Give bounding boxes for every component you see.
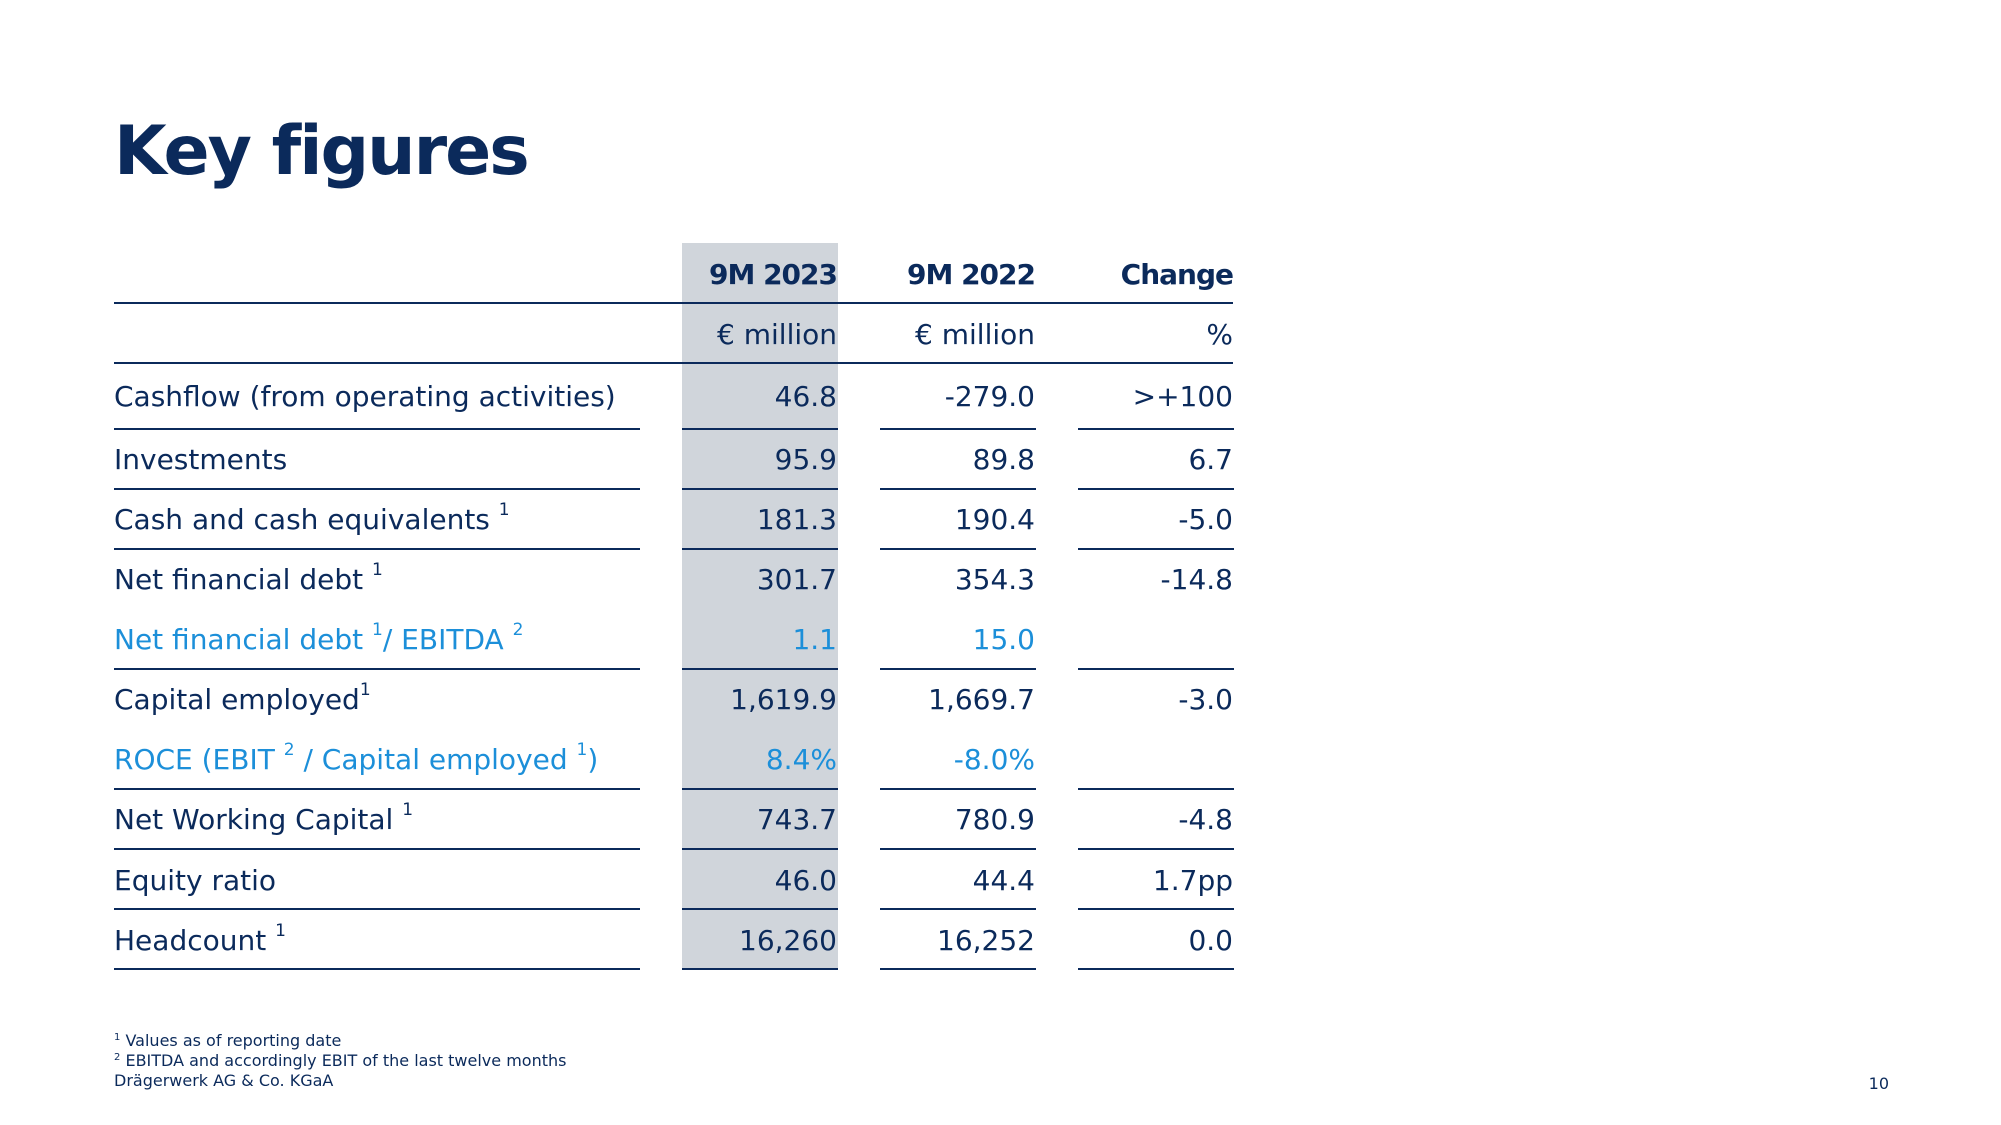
equity-ratio-9m2023: 46.0 <box>774 864 837 897</box>
row-divider <box>880 908 1036 910</box>
roce-9m2022: -8.0% <box>953 743 1035 776</box>
row-label-cash-equivalents: Cash and cash equivalents 1 <box>114 500 510 537</box>
row-label-equity-ratio: Equity ratio <box>114 864 276 897</box>
row-divider <box>114 488 640 490</box>
row-divider <box>880 668 1036 670</box>
net-financial-debt-change: -14.8 <box>1160 563 1233 596</box>
net-working-capital-change: -4.8 <box>1178 803 1233 836</box>
row-divider <box>880 548 1036 550</box>
row-divider <box>1078 668 1234 670</box>
row-divider <box>114 848 640 850</box>
row-divider <box>1078 428 1234 430</box>
col-header-9m2023: 9M 2023 <box>708 258 838 291</box>
row-divider <box>114 548 640 550</box>
header-divider <box>114 302 1233 304</box>
net-working-capital-9m2023: 743.7 <box>756 803 837 836</box>
headcount-9m2022: 16,252 <box>937 924 1035 957</box>
row-divider <box>880 428 1036 430</box>
page-title: Key figures <box>114 112 530 191</box>
roce-9m2023: 8.4% <box>765 743 837 776</box>
units-divider <box>114 362 1233 364</box>
row-divider <box>114 428 640 430</box>
cash-equivalents-change: -5.0 <box>1178 503 1233 536</box>
headcount-9m2023: 16,260 <box>739 924 837 957</box>
row-divider <box>1078 968 1234 970</box>
row-divider <box>682 488 838 490</box>
row-divider <box>114 908 640 910</box>
row-divider <box>1078 488 1234 490</box>
equity-ratio-change: 1.7pp <box>1152 864 1233 897</box>
row-divider <box>880 968 1036 970</box>
investments-change: 6.7 <box>1188 443 1233 476</box>
unit-9m2023: € million <box>717 318 837 351</box>
page-number: 10 <box>1868 1074 1889 1093</box>
headcount-change: 0.0 <box>1188 924 1233 957</box>
row-label-net-financial-debt: Net financial debt 1 <box>114 560 383 597</box>
row-divider <box>682 908 838 910</box>
row-divider <box>114 668 640 670</box>
debt-ebitda-9m2022: 15.0 <box>972 623 1035 656</box>
investments-9m2023: 95.9 <box>774 443 837 476</box>
cash-equivalents-9m2022: 190.4 <box>954 503 1035 536</box>
cash-equivalents-9m2023: 181.3 <box>756 503 837 536</box>
row-divider <box>682 968 838 970</box>
col-header-9m2022: 9M 2022 <box>906 258 1036 291</box>
row-label-headcount: Headcount 1 <box>114 921 286 958</box>
equity-ratio-9m2022: 44.4 <box>972 864 1035 897</box>
investments-9m2022: 89.8 <box>972 443 1035 476</box>
row-divider <box>1078 788 1234 790</box>
row-divider <box>880 848 1036 850</box>
row-divider <box>682 788 838 790</box>
capital-employed-9m2023: 1,619.9 <box>730 683 837 716</box>
company-name: Drägerwerk AG & Co. KGaA <box>114 1071 334 1090</box>
row-label-capital-employed: Capital employed1 <box>114 680 371 717</box>
col-header-change: Change <box>1120 258 1234 291</box>
row-label-roce: ROCE (EBIT 2 / Capital employed 1) <box>114 740 599 777</box>
row-divider <box>1078 908 1234 910</box>
row-divider <box>1078 548 1234 550</box>
net-financial-debt-9m2022: 354.3 <box>954 563 1035 596</box>
footnote-2: 2 EBITDA and accordingly EBIT of the las… <box>114 1051 567 1070</box>
debt-ebitda-9m2023: 1.1 <box>792 623 837 656</box>
row-divider <box>880 788 1036 790</box>
row-divider <box>1078 848 1234 850</box>
row-label-investments: Investments <box>114 443 288 476</box>
net-working-capital-9m2022: 780.9 <box>954 803 1035 836</box>
row-divider <box>114 968 640 970</box>
capital-employed-9m2022: 1,669.7 <box>928 683 1035 716</box>
row-divider <box>114 788 640 790</box>
row-divider <box>682 428 838 430</box>
unit-change: % <box>1206 318 1233 351</box>
row-divider <box>682 668 838 670</box>
capital-employed-change: -3.0 <box>1178 683 1233 716</box>
row-label-debt-ebitda: Net financial debt 1/ EBITDA 2 <box>114 620 524 657</box>
cashflow-9m2022: -279.0 <box>944 380 1035 413</box>
row-divider <box>880 488 1036 490</box>
cashflow-change: >+100 <box>1132 380 1233 413</box>
unit-9m2022: € million <box>915 318 1035 351</box>
row-label-cashflow: Cashflow (from operating activities) <box>114 380 616 413</box>
cashflow-9m2023: 46.8 <box>774 380 837 413</box>
net-financial-debt-9m2023: 301.7 <box>756 563 837 596</box>
row-divider <box>682 548 838 550</box>
footnote-1: 1 Values as of reporting date <box>114 1031 342 1050</box>
row-label-net-working-capital: Net Working Capital 1 <box>114 800 414 837</box>
row-divider <box>682 848 838 850</box>
current-period-highlight <box>682 243 838 969</box>
